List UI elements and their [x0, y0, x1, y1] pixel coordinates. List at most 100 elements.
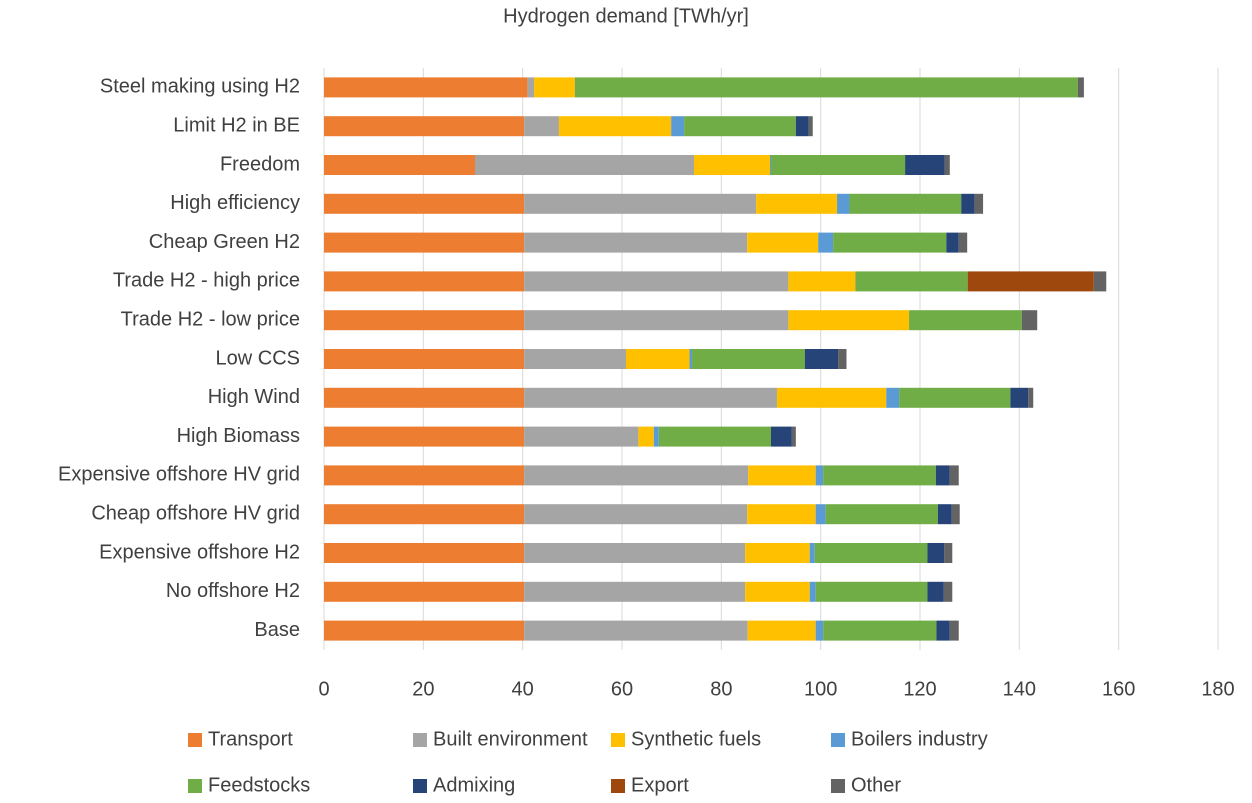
bar-segment — [809, 543, 815, 563]
legend-swatch — [831, 733, 845, 747]
bar-segment — [909, 310, 1022, 331]
bar-segment — [524, 620, 748, 641]
bar-segment — [574, 77, 1078, 98]
y-tick-label: Freedom — [220, 153, 300, 175]
bar-segment — [524, 581, 746, 602]
bar-segment — [747, 504, 816, 525]
legend-swatch — [413, 779, 427, 793]
bar-segment — [823, 465, 936, 486]
legend-label: Boilers industry — [851, 728, 988, 750]
bar-segment — [324, 232, 525, 253]
bar-segment — [808, 116, 813, 137]
bar-segment — [324, 193, 525, 214]
y-tick-label: High Wind — [208, 386, 300, 408]
bar-segment — [949, 465, 959, 486]
bar-segment — [524, 387, 777, 408]
bar-segment — [795, 116, 809, 137]
bar-segment — [638, 426, 654, 447]
bar-segment — [927, 581, 944, 602]
bar-segment — [855, 271, 968, 292]
bar-segment — [791, 426, 796, 447]
bar-segment — [684, 116, 796, 137]
bar-segment — [694, 155, 771, 175]
bar-segment — [692, 349, 805, 369]
x-tick-label: 140 — [1003, 678, 1036, 700]
legend-label: Synthetic fuels — [631, 728, 761, 750]
bar-segment — [943, 581, 953, 602]
bar-segment — [524, 116, 559, 137]
bar-segment — [771, 426, 792, 447]
bar-segment — [1093, 271, 1107, 292]
bar-segment — [324, 155, 475, 175]
bar-segment — [324, 387, 525, 408]
bar-segment — [527, 77, 535, 98]
bar-segment — [524, 193, 757, 214]
bar-segment — [958, 232, 968, 253]
bar-segment — [771, 155, 906, 175]
y-tick-label: No offshore H2 — [166, 580, 300, 602]
chart-title: Hydrogen demand [TWh/yr] — [503, 5, 749, 27]
bar-segment — [324, 581, 525, 602]
bar-segment — [838, 349, 847, 369]
bar-segment — [625, 349, 690, 369]
bar-segment — [524, 465, 749, 486]
bar-segment — [747, 620, 816, 641]
legend-label: Transport — [208, 728, 293, 750]
bar-segment — [936, 620, 950, 641]
bar-segment — [823, 620, 937, 641]
bar-segment — [815, 465, 824, 486]
bar-segment — [974, 193, 984, 214]
bar-segment — [324, 620, 525, 641]
bar-segment — [748, 465, 816, 486]
x-tick-label: 100 — [804, 678, 837, 700]
legend-label: Export — [631, 774, 689, 796]
bar-segment — [837, 193, 850, 214]
bar-segment — [770, 155, 771, 175]
y-tick-label: Trade H2 - low price — [121, 308, 300, 330]
y-tick-label: Low CCS — [216, 347, 300, 369]
bar-segment — [324, 349, 525, 369]
x-tick-label: 40 — [512, 678, 534, 700]
bar-segment — [1021, 310, 1038, 331]
bar-segment — [324, 465, 525, 486]
x-tick-label: 60 — [611, 678, 633, 700]
bar-segment — [804, 349, 839, 369]
x-tick-label: 160 — [1102, 678, 1135, 700]
legend-label: Admixing — [433, 774, 515, 796]
legend-swatch — [188, 733, 202, 747]
bar-segment — [815, 581, 928, 602]
bar-segment — [474, 155, 695, 175]
x-tick-label: 120 — [903, 678, 936, 700]
bar-segment — [653, 426, 659, 447]
y-tick-label: Expensive offshore HV grid — [58, 464, 300, 486]
x-tick-label: 20 — [412, 678, 434, 700]
y-tick-label: Steel making using H2 — [100, 76, 300, 98]
legend-swatch — [611, 733, 625, 747]
bar-segment — [944, 543, 953, 563]
y-tick-label: High efficiency — [170, 192, 300, 214]
bar-segment — [324, 543, 525, 563]
y-tick-label: High Biomass — [177, 425, 300, 447]
bar-segment — [524, 232, 748, 253]
bar-segment — [524, 504, 748, 525]
bar-segment — [776, 387, 887, 408]
bar-segment — [324, 77, 528, 98]
legend-swatch — [831, 779, 845, 793]
bar-segment — [671, 116, 685, 137]
legend-swatch — [611, 779, 625, 793]
bar-segment — [949, 620, 959, 641]
bar-segment — [944, 155, 950, 175]
legend-swatch — [188, 779, 202, 793]
bar-segment — [324, 426, 525, 447]
bar-segment — [927, 543, 945, 563]
bar-segment — [937, 504, 952, 525]
bar-segment — [935, 465, 950, 486]
bar-segment — [815, 504, 826, 525]
bar-segment — [899, 387, 1011, 408]
bar-segment — [534, 77, 575, 98]
y-tick-label: Expensive offshore H2 — [99, 541, 300, 563]
bar-segment — [524, 543, 746, 563]
bar-segment — [961, 193, 975, 214]
bar-segment — [788, 310, 910, 331]
